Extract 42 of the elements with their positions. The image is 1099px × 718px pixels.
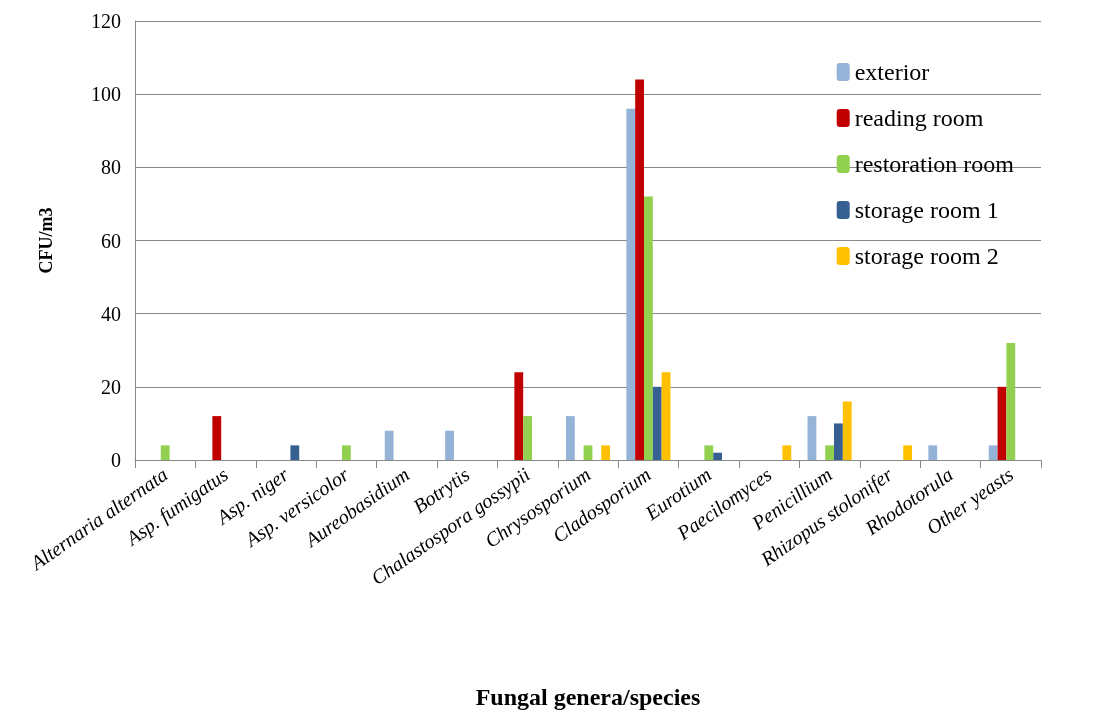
bar bbox=[1006, 342, 1016, 460]
bar bbox=[713, 452, 723, 460]
y-tick-label: 0 bbox=[111, 449, 121, 471]
bar bbox=[903, 445, 913, 460]
bar bbox=[928, 445, 938, 460]
bar bbox=[643, 196, 653, 460]
bar bbox=[565, 416, 575, 460]
bar bbox=[807, 416, 817, 460]
bar bbox=[514, 372, 524, 460]
bar bbox=[601, 445, 611, 460]
y-tick-label: 20 bbox=[101, 375, 121, 398]
bar bbox=[782, 445, 792, 460]
bar bbox=[997, 386, 1007, 460]
bar bbox=[704, 445, 714, 460]
y-tick-label: 40 bbox=[101, 302, 121, 325]
legend-label: reading room bbox=[854, 105, 984, 131]
bar bbox=[635, 79, 644, 460]
bar bbox=[626, 108, 636, 460]
bar bbox=[583, 445, 593, 460]
bar bbox=[988, 445, 998, 460]
bar bbox=[523, 416, 533, 460]
y-tick-label: 100 bbox=[91, 83, 121, 106]
bar bbox=[445, 430, 454, 460]
bar bbox=[652, 386, 662, 460]
y-tick-label: 80 bbox=[101, 156, 121, 179]
legend-label: restoration room bbox=[854, 151, 1015, 177]
bar bbox=[842, 401, 852, 460]
bar bbox=[825, 445, 835, 460]
y-tick-label: 60 bbox=[101, 229, 121, 252]
bar bbox=[290, 445, 300, 460]
legend-label: exterior bbox=[854, 59, 930, 85]
bar bbox=[160, 445, 170, 460]
bar bbox=[212, 416, 222, 460]
bar bbox=[834, 423, 843, 460]
y-tick-label: 120 bbox=[91, 10, 121, 32]
legend-label: storage room 2 bbox=[854, 243, 999, 269]
legend-label: storage room 1 bbox=[854, 197, 999, 223]
x-axis-title: Fungal genera/species bbox=[475, 684, 701, 710]
bar bbox=[384, 430, 394, 460]
y-axis-title: CFU/m3 bbox=[36, 207, 56, 274]
bar bbox=[341, 445, 351, 460]
bar bbox=[661, 372, 671, 460]
